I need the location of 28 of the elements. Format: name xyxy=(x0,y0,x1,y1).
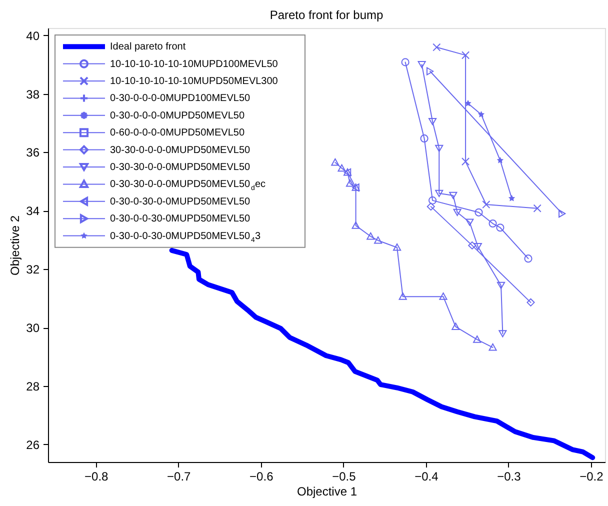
y-tick-label: 34 xyxy=(26,204,40,218)
y-tick-label: 26 xyxy=(26,438,40,452)
x-tick-label: −0.3 xyxy=(497,470,522,484)
legend-label: 0-30-30-0-0-0MUPD50MEVL50 xyxy=(110,162,250,173)
legend-label: Ideal pareto front xyxy=(110,42,186,53)
legend-label: 10-10-10-10-10-10MUPD100MEVL50 xyxy=(110,58,278,70)
x-tick-label: −0.2 xyxy=(580,470,604,484)
legend-label: 0-30-0-0-0-0MUPD50MEVL50 xyxy=(110,110,245,122)
y-tick-label: 28 xyxy=(26,380,40,394)
x-tick-label: −0.8 xyxy=(84,470,109,484)
y-tick-label: 36 xyxy=(26,146,40,160)
x-tick-label: −0.7 xyxy=(167,470,192,484)
x-tick-label: −0.6 xyxy=(250,470,274,484)
x-tick-label: −0.4 xyxy=(414,470,439,484)
legend-label: 30-30-0-0-0-0MUPD50MEVL50 xyxy=(110,144,250,156)
chart-title: Pareto front for bump xyxy=(270,8,384,22)
y-tick-label: 40 xyxy=(26,28,40,43)
legend-label: 0-30-0-0-0-0MUPD100MEVL50 xyxy=(110,93,250,104)
legend-label: 0-30-0-30-0-0MUPD50MEVL50 xyxy=(110,196,250,208)
x-axis-title: Objective 1 xyxy=(296,484,358,498)
legend-label: 0-60-0-0-0-0MUPD50MEVL50 xyxy=(110,128,245,139)
y-tick-label: 38 xyxy=(26,87,40,102)
legend-label: 0-30-0-0-30-0MUPD50MEVL50 xyxy=(110,214,250,225)
y-axis-title: Objective 2 xyxy=(8,215,22,276)
legend-label: 10-10-10-10-10-10MUPD50MEVL300 xyxy=(110,76,278,87)
y-tick-label: 32 xyxy=(26,262,40,277)
x-tick-label: −0.5 xyxy=(332,470,356,484)
y-tick-label: 30 xyxy=(26,321,40,336)
